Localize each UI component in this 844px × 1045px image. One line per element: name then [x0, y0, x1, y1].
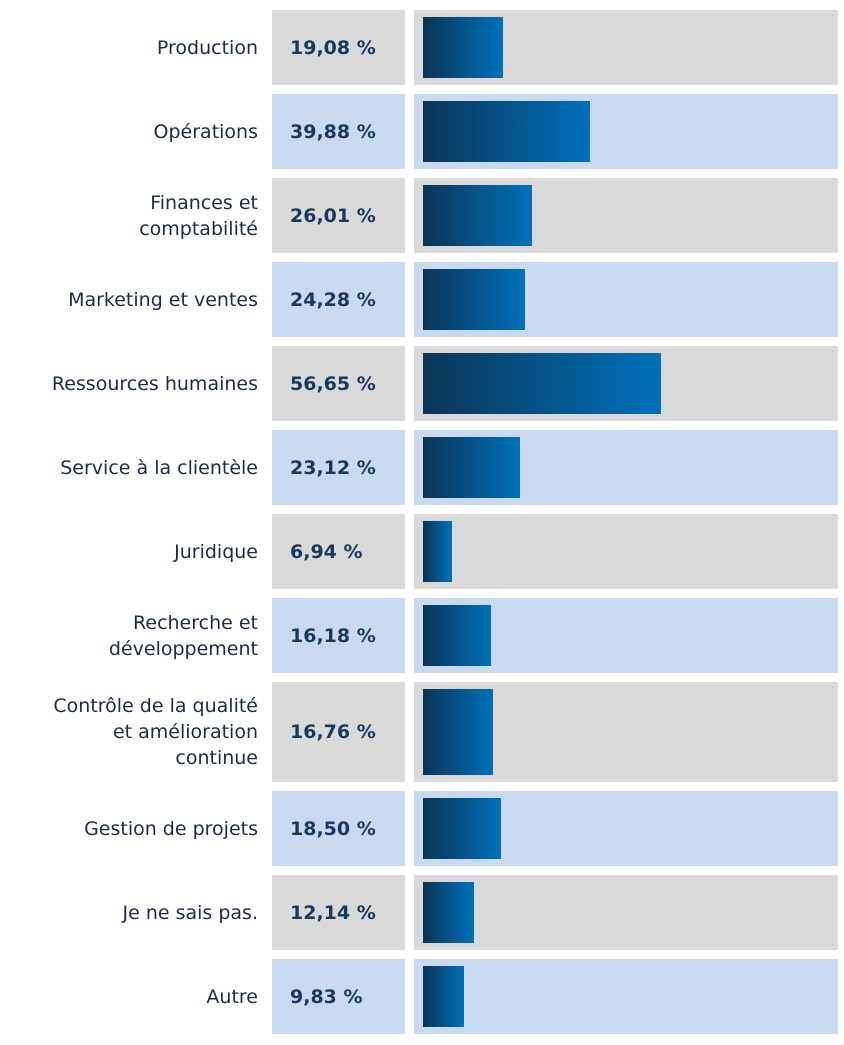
bar-track	[414, 178, 838, 253]
category-label: Opérations	[153, 120, 258, 143]
bar	[423, 521, 453, 582]
row: Je ne sais pas. 12,14 %	[0, 875, 844, 950]
bar	[423, 966, 465, 1027]
bar	[423, 437, 521, 498]
value-label: 39,88 %	[272, 94, 405, 169]
category-label: Recherche et développement	[108, 611, 258, 660]
row: Production 19,08 %	[0, 10, 844, 85]
category-label: Ressources humaines	[51, 372, 258, 395]
category-label: Contrôle de la qualité et amélioration c…	[53, 695, 258, 769]
category-label: Marketing et ventes	[68, 288, 258, 311]
bar	[423, 882, 474, 943]
category-label: Autre	[206, 985, 258, 1008]
value-label: 56,65 %	[272, 346, 405, 421]
row: Juridique 6,94 %	[0, 514, 844, 589]
bar-track	[414, 598, 838, 673]
value-label: 26,01 %	[272, 178, 405, 253]
bar	[423, 185, 533, 246]
row: Recherche et développement 16,18 %	[0, 598, 844, 673]
row: Autre 9,83 %	[0, 959, 844, 1034]
value-label: 16,18 %	[272, 598, 405, 673]
bar	[423, 17, 504, 78]
bar	[423, 353, 661, 414]
row: Contrôle de la qualité et amélioration c…	[0, 682, 844, 782]
bar	[423, 798, 501, 859]
row: Gestion de projets 18,50 %	[0, 791, 844, 866]
bar	[423, 101, 591, 162]
bar-track	[414, 514, 838, 589]
bar-track	[414, 430, 838, 505]
value-label: 6,94 %	[272, 514, 405, 589]
bar-track	[414, 10, 838, 85]
bar-track	[414, 682, 838, 782]
category-label: Production	[156, 36, 258, 59]
row: Opérations 39,88 %	[0, 94, 844, 169]
value-label: 12,14 %	[272, 875, 405, 950]
value-label: 9,83 %	[272, 959, 405, 1034]
value-label: 24,28 %	[272, 262, 405, 337]
category-label: Finances et comptabilité	[139, 191, 258, 240]
value-label: 19,08 %	[272, 10, 405, 85]
bar-track	[414, 94, 838, 169]
category-label: Gestion de projets	[84, 817, 258, 840]
row: Finances et comptabilité 26,01 %	[0, 178, 844, 253]
bar	[423, 605, 491, 666]
value-label: 23,12 %	[272, 430, 405, 505]
bar-track	[414, 791, 838, 866]
row: Marketing et ventes 24,28 %	[0, 262, 844, 337]
bar	[423, 269, 525, 330]
row: Ressources humaines 56,65 %	[0, 346, 844, 421]
bar-track	[414, 959, 838, 1034]
row: Service à la clientèle 23,12 %	[0, 430, 844, 505]
category-label: Service à la clientèle	[60, 456, 258, 479]
bar	[423, 689, 494, 775]
category-label: Je ne sais pas.	[122, 901, 258, 924]
bar-track	[414, 346, 838, 421]
value-label: 16,76 %	[272, 682, 405, 782]
category-label: Juridique	[174, 540, 258, 563]
bar-track	[414, 262, 838, 337]
value-label: 18,50 %	[272, 791, 405, 866]
bar-track	[414, 875, 838, 950]
